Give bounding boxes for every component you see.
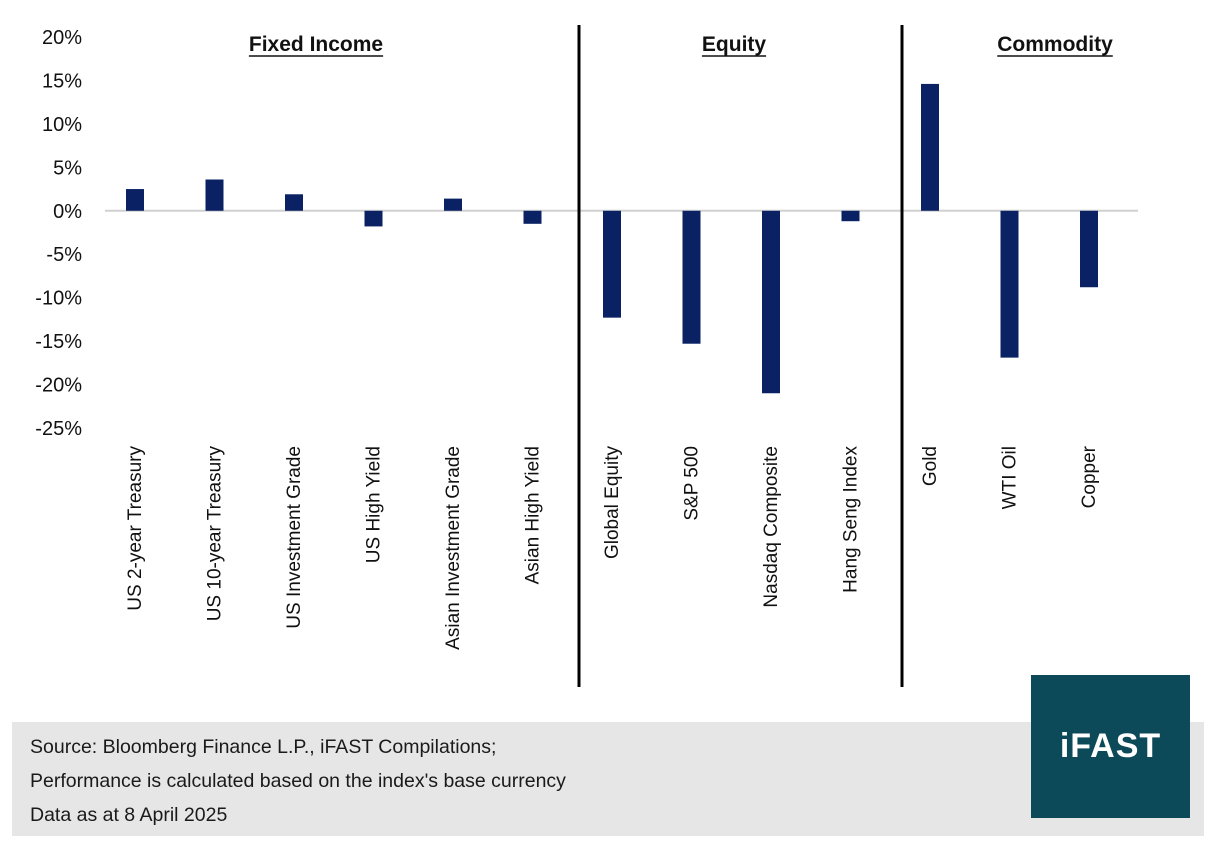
y-tick-label: 20%	[42, 27, 82, 49]
bars	[126, 83, 1098, 394]
bar	[1000, 210, 1019, 358]
source-footer: Source: Bloomberg Finance L.P., iFAST Co…	[12, 722, 1204, 836]
bar	[682, 210, 701, 344]
x-category-label: US High Yield	[364, 446, 385, 563]
bar	[126, 189, 144, 211]
y-tick-label: 15%	[42, 70, 82, 92]
y-tick-label: -25%	[35, 418, 82, 440]
x-category-label: Asian Investment Grade	[443, 446, 464, 650]
y-tick-label: -20%	[35, 375, 82, 397]
x-category-label: Copper	[1079, 445, 1100, 508]
group-dividers	[577, 25, 904, 687]
x-axis-categories: US 2-year Treasury US 10-year Treasury US …	[125, 445, 1100, 649]
x-category-label: US Investment Grade	[284, 446, 305, 629]
data-date-note: Data as at 8 April 2025	[30, 804, 228, 826]
x-category-label: Asian High Yield	[523, 446, 544, 584]
x-category-label: S&P 500	[682, 446, 703, 521]
x-category-label: US 2-year Treasury	[125, 446, 146, 611]
x-category-label: Gold	[920, 446, 941, 486]
bar	[444, 198, 462, 211]
y-tick-label: 10%	[42, 114, 82, 136]
x-category-label: US 10-year Treasury	[205, 446, 226, 622]
bar	[603, 210, 621, 318]
y-tick-label: 5%	[53, 157, 82, 179]
methodology-note: Performance is calculated based on the i…	[30, 770, 566, 792]
source-note: Source: Bloomberg Finance L.P., iFAST Co…	[30, 736, 497, 758]
y-axis-ticks: 20% 15% 10% 5% 0% -5% -10% -15% -20% -25%	[35, 27, 82, 440]
bar	[523, 210, 542, 224]
bar	[762, 210, 780, 394]
bar	[921, 83, 939, 211]
y-tick-label: 0%	[53, 201, 82, 223]
x-category-label: Global Equity	[602, 446, 623, 560]
x-category-label: WTI Oil	[1000, 446, 1021, 509]
bar	[364, 210, 383, 227]
group-titles: Fixed Income Equity Commodity	[248, 33, 1113, 57]
x-category-label: Hang Seng Index	[841, 446, 862, 593]
bar	[205, 179, 224, 211]
y-tick-label: -15%	[35, 331, 82, 353]
bar	[285, 194, 303, 211]
y-tick-label: -10%	[35, 288, 82, 310]
bar	[1080, 210, 1098, 288]
group-title: Commodity	[997, 33, 1113, 56]
group-title: Equity	[702, 33, 766, 56]
bar	[841, 210, 860, 222]
x-category-label: Nasdaq Composite	[761, 446, 782, 608]
group-title: Fixed Income	[249, 33, 383, 56]
ifast-logo: iFAST	[1031, 675, 1190, 818]
y-tick-label: -5%	[46, 244, 82, 266]
